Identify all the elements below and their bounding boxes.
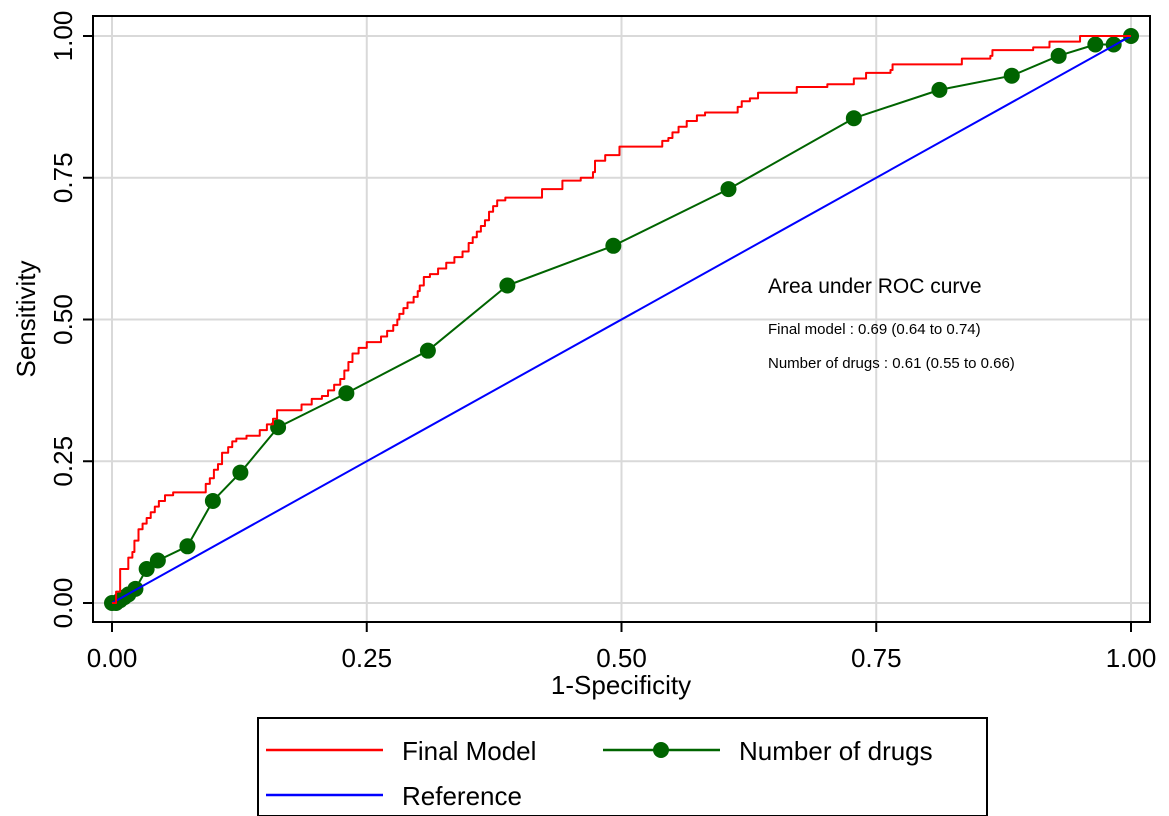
data-point-number-of-drugs bbox=[1003, 67, 1020, 84]
axis-ticks: 0.00 0.25 0.50 0.75 1.00 0.00 0.25 0.50 0.75 1.00 bbox=[48, 11, 1156, 673]
y-axis-label: Sensitivity bbox=[11, 260, 41, 377]
y-tick-label: 0.25 bbox=[48, 436, 78, 487]
data-point-number-of-drugs bbox=[232, 464, 249, 481]
auc-annotation-title: Area under ROC curve bbox=[768, 275, 982, 298]
data-point-number-of-drugs bbox=[204, 492, 221, 509]
legend-box bbox=[257, 717, 988, 816]
data-point-number-of-drugs bbox=[931, 81, 948, 98]
y-tick-label: 0.75 bbox=[48, 152, 78, 203]
data-point-number-of-drugs bbox=[270, 419, 287, 436]
y-tick-label: 1.00 bbox=[48, 11, 78, 62]
data-point-number-of-drugs bbox=[720, 181, 737, 198]
x-tick-label: 0.50 bbox=[596, 643, 647, 673]
grid-lines bbox=[94, 17, 1149, 621]
legend-label-number-of-drugs: Number of drugs bbox=[739, 736, 933, 766]
data-point-number-of-drugs bbox=[149, 552, 166, 569]
x-tick-label: 1.00 bbox=[1106, 643, 1157, 673]
legend-label-final-model: Final Model bbox=[402, 736, 536, 766]
legend-label-reference: Reference bbox=[402, 781, 522, 811]
legend: Final Model Number of drugs Reference bbox=[257, 717, 988, 816]
auc-annotation-number-of-drugs: Number of drugs : 0.61 (0.55 to 0.66) bbox=[768, 355, 1015, 372]
data-point-number-of-drugs bbox=[845, 110, 862, 127]
x-tick-label: 0.25 bbox=[341, 643, 392, 673]
data-point-number-of-drugs bbox=[499, 277, 516, 294]
data-point-number-of-drugs bbox=[419, 342, 436, 359]
y-tick-label: 0.00 bbox=[48, 578, 78, 629]
x-axis-label: 1-Specificity bbox=[551, 670, 691, 700]
x-tick-label: 0.75 bbox=[851, 643, 902, 673]
series-layer bbox=[104, 28, 1139, 611]
x-tick-label: 0.00 bbox=[87, 643, 138, 673]
data-point-number-of-drugs bbox=[1050, 47, 1067, 64]
legend-marker-number-of-drugs bbox=[653, 742, 669, 758]
data-point-number-of-drugs bbox=[138, 560, 155, 577]
series-line-final-model bbox=[112, 35, 1131, 604]
data-point-number-of-drugs bbox=[338, 385, 355, 402]
data-point-number-of-drugs bbox=[179, 538, 196, 555]
auc-annotation-final-model: Final model : 0.69 (0.64 to 0.74) bbox=[768, 321, 981, 338]
data-point-number-of-drugs bbox=[1087, 36, 1104, 53]
series-line-reference bbox=[111, 35, 1132, 604]
y-tick-label: 0.50 bbox=[48, 294, 78, 345]
data-point-number-of-drugs bbox=[605, 237, 622, 254]
